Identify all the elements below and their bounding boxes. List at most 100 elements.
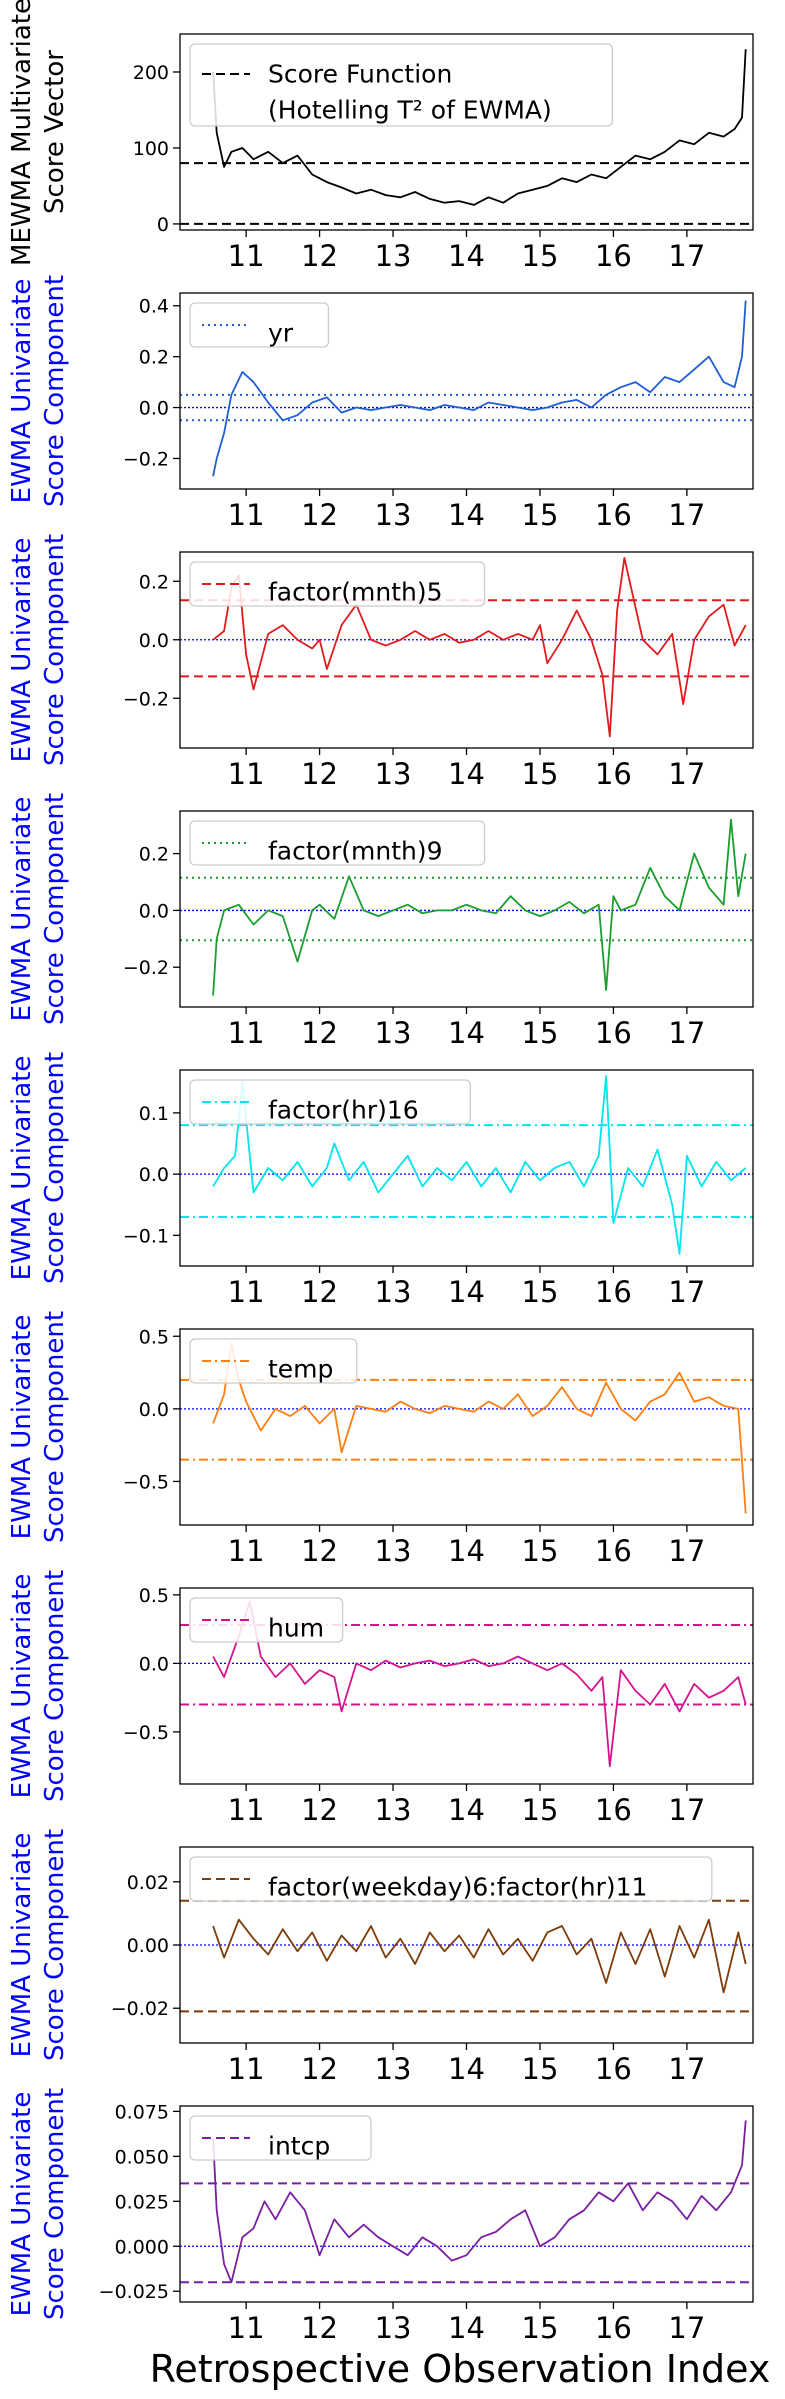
y-tick-label: −0.025 xyxy=(99,2281,169,2303)
x-tick-label: 16 xyxy=(595,757,632,791)
x-tick-label: 14 xyxy=(448,1016,485,1050)
x-tick-label: 16 xyxy=(595,1016,632,1050)
y-tick-label: −0.2 xyxy=(123,957,169,979)
x-tick-label: 15 xyxy=(522,498,559,532)
y-tick-label: 0.2 xyxy=(139,347,169,369)
x-tick-label: 12 xyxy=(301,498,338,532)
x-tick-label: 14 xyxy=(448,2311,485,2345)
y-axis-label: Score Component xyxy=(40,1570,70,1802)
y-axis-label: EWMA Univariate xyxy=(7,1315,37,1540)
x-tick-label: 14 xyxy=(448,1534,485,1568)
y-tick-label: 0.000 xyxy=(115,2236,169,2258)
x-tick-label: 12 xyxy=(301,757,338,791)
x-tick-label: 17 xyxy=(668,757,705,791)
chart-panel: −0.2 0.0 0.2 11 12 13 14 15 16 17 EWMA Univariate S… xyxy=(7,534,754,791)
legend-box xyxy=(189,1856,713,1902)
x-tick-label: 15 xyxy=(522,757,559,791)
legend-label: factor(mnth)5 xyxy=(268,578,443,607)
y-tick-label: 200 xyxy=(133,62,169,84)
x-tick-label: 11 xyxy=(228,498,265,532)
y-tick-label: 0.2 xyxy=(139,571,169,593)
x-tick-label: 15 xyxy=(522,1534,559,1568)
x-tick-label: 15 xyxy=(522,2052,559,2086)
y-axis-label: EWMA Univariate xyxy=(7,1056,37,1281)
x-tick-label: 12 xyxy=(301,1016,338,1050)
legend-label: hum xyxy=(268,1614,324,1643)
x-tick-label: 17 xyxy=(668,498,705,532)
x-tick-label: 16 xyxy=(595,2052,632,2086)
x-tick-label: 15 xyxy=(522,2311,559,2345)
legend-label: yr xyxy=(268,319,294,348)
x-tick-label: 12 xyxy=(301,1534,338,1568)
y-tick-label: 0.2 xyxy=(139,844,169,866)
x-tick-label: 11 xyxy=(228,2311,265,2345)
y-tick-label: 0.075 xyxy=(115,2101,169,2123)
x-tick-label: 14 xyxy=(448,757,485,791)
y-tick-label: 0.4 xyxy=(139,296,169,318)
legend-box xyxy=(189,561,486,607)
x-tick-label: 16 xyxy=(595,498,632,532)
y-axis-label: Score Component xyxy=(40,1829,70,2061)
y-axis-label: Score Component xyxy=(40,1311,70,1543)
legend-box xyxy=(189,1338,358,1384)
series-line xyxy=(212,1918,747,1994)
y-axis-label: Score Component xyxy=(40,2088,70,2320)
series-line xyxy=(212,1342,747,1514)
series-line xyxy=(212,1600,747,1768)
x-tick-label: 13 xyxy=(375,757,412,791)
x-tick-label: 16 xyxy=(595,239,632,273)
y-axis-label: EWMA Univariate xyxy=(7,279,37,504)
x-tick-label: 11 xyxy=(228,1534,265,1568)
x-tick-label: 16 xyxy=(595,2311,632,2345)
chart-panel: −0.025 0.000 0.025 0.050 0.075 11 12 13 14 15 16 17… xyxy=(7,2088,754,2345)
legend-label: temp xyxy=(268,1355,333,1384)
x-tick-label: 17 xyxy=(668,1275,705,1309)
x-tick-label: 16 xyxy=(595,1793,632,1827)
y-tick-label: 0.025 xyxy=(115,2191,169,2213)
y-axis-label: EWMA Univariate xyxy=(7,1833,37,2058)
x-tick-label: 14 xyxy=(448,1275,485,1309)
x-tick-label: 17 xyxy=(668,1793,705,1827)
x-tick-label: 17 xyxy=(668,2311,705,2345)
x-tick-label: 16 xyxy=(595,1534,632,1568)
x-tick-label: 12 xyxy=(301,1275,338,1309)
x-tick-label: 11 xyxy=(228,1275,265,1309)
y-tick-label: 0 xyxy=(157,214,169,236)
x-tick-label: 13 xyxy=(375,2052,412,2086)
x-tick-label: 13 xyxy=(375,239,412,273)
series-line xyxy=(212,300,747,477)
y-tick-label: 0.02 xyxy=(127,1872,169,1894)
legend-label: factor(hr)16 xyxy=(268,1096,419,1125)
x-tick-label: 11 xyxy=(228,2052,265,2086)
y-axis-label: Score Component xyxy=(40,793,70,1025)
y-axis-label: EWMA Univariate xyxy=(7,2092,37,2317)
y-axis-label: Score Component xyxy=(40,1052,70,1284)
y-axis-label: EWMA Univariate xyxy=(7,1574,37,1799)
x-tick-label: 17 xyxy=(668,2052,705,2086)
series-line xyxy=(212,1075,747,1255)
y-tick-label: 0.0 xyxy=(139,900,169,922)
y-tick-label: 0.00 xyxy=(127,1935,169,1957)
y-tick-label: 0.050 xyxy=(115,2146,169,2168)
plot-area xyxy=(180,818,753,996)
x-tick-label: 11 xyxy=(228,757,265,791)
x-tick-label: 11 xyxy=(228,239,265,273)
x-tick-label: 13 xyxy=(375,498,412,532)
plot-area xyxy=(180,2120,753,2284)
y-axis-label: Score Vector xyxy=(40,50,70,214)
legend-label: (Hotelling T² of EWMA) xyxy=(268,96,552,125)
chart-panel: −0.5 0.0 0.5 11 12 13 14 15 16 17 EWMA Univariate S… xyxy=(7,1570,754,1827)
chart-panel: −0.1 0.0 0.1 11 12 13 14 15 16 17 EWMA Univariate S… xyxy=(7,1052,754,1309)
y-tick-label: 0.5 xyxy=(139,1585,169,1607)
series-line xyxy=(212,557,747,738)
x-tick-label: 13 xyxy=(375,2311,412,2345)
x-tick-label: 12 xyxy=(301,1793,338,1827)
y-axis-label: EWMA Univariate xyxy=(7,538,37,763)
x-tick-label: 12 xyxy=(301,2311,338,2345)
chart-panel: −0.5 0.0 0.5 11 12 13 14 15 16 17 EWMA Univariate S… xyxy=(7,1311,754,1568)
legend-label: intcp xyxy=(268,2132,330,2161)
x-tick-label: 15 xyxy=(522,1275,559,1309)
y-tick-label: 0.0 xyxy=(139,1653,169,1675)
